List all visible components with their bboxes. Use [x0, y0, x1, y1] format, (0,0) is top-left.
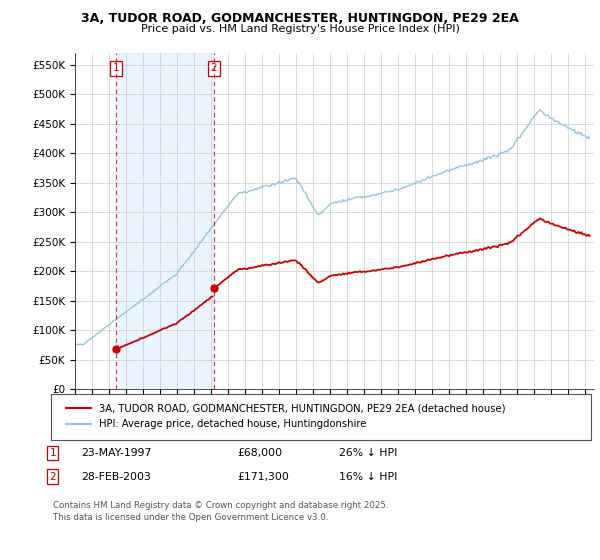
Text: 2: 2	[211, 63, 217, 73]
Text: £68,000: £68,000	[237, 448, 282, 458]
Bar	[116, 53, 214, 389]
Text: 28-FEB-2003: 28-FEB-2003	[81, 472, 151, 482]
Text: 26% ↓ HPI: 26% ↓ HPI	[339, 448, 397, 458]
Text: 2: 2	[49, 472, 56, 482]
Text: 23-MAY-1997: 23-MAY-1997	[81, 448, 151, 458]
Text: 1: 1	[49, 448, 56, 458]
Text: Price paid vs. HM Land Registry's House Price Index (HPI): Price paid vs. HM Land Registry's House …	[140, 24, 460, 34]
Text: Contains HM Land Registry data © Crown copyright and database right 2025.
This d: Contains HM Land Registry data © Crown c…	[53, 501, 388, 522]
Text: 16% ↓ HPI: 16% ↓ HPI	[339, 472, 397, 482]
Text: £171,300: £171,300	[237, 472, 289, 482]
Text: 1: 1	[112, 63, 119, 73]
Legend: 3A, TUDOR ROAD, GODMANCHESTER, HUNTINGDON, PE29 2EA (detached house), HPI: Avera: 3A, TUDOR ROAD, GODMANCHESTER, HUNTINGDO…	[62, 400, 510, 433]
Text: 3A, TUDOR ROAD, GODMANCHESTER, HUNTINGDON, PE29 2EA: 3A, TUDOR ROAD, GODMANCHESTER, HUNTINGDO…	[81, 12, 519, 25]
